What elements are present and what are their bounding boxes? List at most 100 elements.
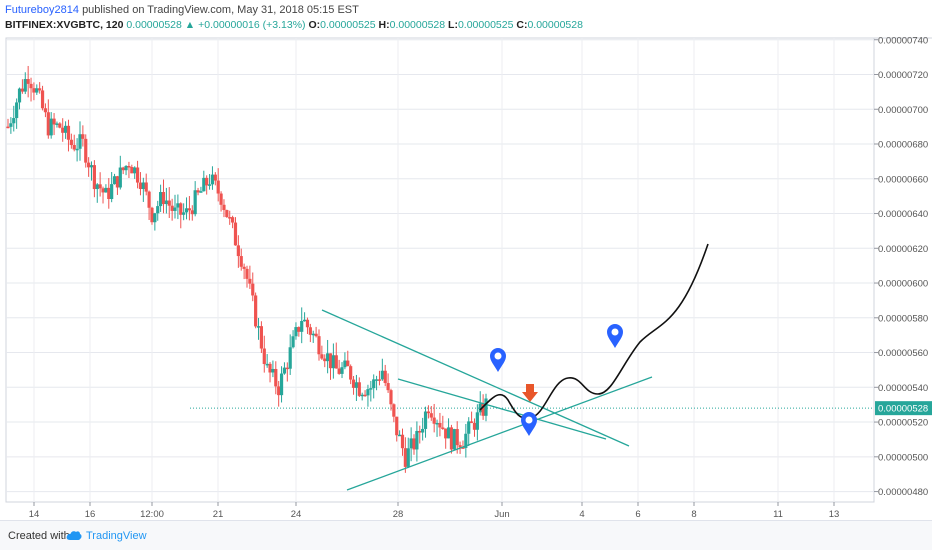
candle-body xyxy=(478,403,482,413)
candle-body xyxy=(101,188,105,193)
candle-body xyxy=(26,79,30,84)
candle-body xyxy=(46,112,50,136)
candle-body xyxy=(95,184,99,190)
x-tick-label: 11 xyxy=(773,509,783,520)
candle-body xyxy=(222,204,226,211)
candle-body xyxy=(294,327,298,337)
change-up-icon: ▲ xyxy=(184,19,196,31)
current-price-label: 0.00000528 xyxy=(878,404,928,415)
candle-body xyxy=(35,88,39,93)
candle-body xyxy=(32,88,36,93)
candle-body xyxy=(256,326,261,328)
x-tick-label: 24 xyxy=(291,509,302,520)
candle-body xyxy=(449,427,454,450)
low-value: 0.00000525 xyxy=(457,19,514,31)
candle-body xyxy=(135,167,140,183)
candle-body xyxy=(323,358,327,362)
candle-body xyxy=(69,139,73,146)
last-price: 0.00000528 xyxy=(126,19,182,31)
candle-body xyxy=(346,360,350,367)
candle-body xyxy=(219,193,223,205)
candle-body xyxy=(199,191,203,193)
candle-body xyxy=(461,447,465,449)
candle-body xyxy=(403,448,407,467)
candle-body xyxy=(190,210,194,215)
y-tick-label: 0.00000580 xyxy=(878,313,928,324)
candle-body xyxy=(317,336,321,355)
location-pin-icon-shape xyxy=(607,324,623,348)
candle-body xyxy=(455,429,459,446)
x-tick-label: 21 xyxy=(213,509,224,520)
candle-body xyxy=(231,217,235,223)
candle-body xyxy=(415,430,419,450)
candle-body xyxy=(176,203,180,208)
candle-body xyxy=(446,427,451,439)
arrow-down-shape xyxy=(522,384,538,402)
candle-body xyxy=(75,148,79,151)
candle-body xyxy=(118,167,122,188)
symbol-label[interactable]: BITFINEX:XVGBTC, 120 xyxy=(5,19,124,31)
candle-body xyxy=(40,90,45,109)
candle-body xyxy=(156,206,160,214)
candle-body xyxy=(110,184,114,200)
ohlc-legend: BITFINEX:XVGBTC, 120 0.00000528 ▲ +0.000… xyxy=(5,19,583,31)
candle-body xyxy=(374,379,379,381)
candle-body xyxy=(314,333,318,337)
x-tick-label: Jun xyxy=(494,509,509,520)
candle-body xyxy=(441,427,445,429)
candle-body xyxy=(133,167,137,174)
candle-body xyxy=(87,162,91,168)
y-tick-label: 0.00000520 xyxy=(878,418,928,429)
candle-body xyxy=(92,165,96,190)
candle-body xyxy=(225,210,229,218)
candle-body xyxy=(328,353,333,369)
x-tick-label: 8 xyxy=(691,509,696,520)
candle-body xyxy=(412,438,416,450)
location-pin-icon xyxy=(607,324,623,348)
candle-body xyxy=(351,379,356,388)
tradingview-logo-icon[interactable] xyxy=(66,529,82,543)
candle-body xyxy=(302,319,307,322)
price-chart[interactable]: 0.00000740 0.00000720 0.00000700 0.00000680… xyxy=(0,36,932,520)
candle-body xyxy=(98,184,102,189)
candle-body xyxy=(193,190,197,215)
location-pin-icon-shape xyxy=(490,348,506,372)
candle-body xyxy=(210,174,215,185)
candle-body xyxy=(400,434,405,449)
candle-body xyxy=(262,348,266,364)
tradingview-brand[interactable]: TradingView xyxy=(86,530,147,542)
y-tick-label: 0.00000660 xyxy=(878,174,928,185)
y-tick-label: 0.00000500 xyxy=(878,452,928,463)
candle-body xyxy=(464,433,468,448)
candle-body xyxy=(167,200,171,206)
drawings xyxy=(321,243,709,491)
candle-body xyxy=(395,416,399,436)
candle-body xyxy=(380,370,384,380)
chart-area[interactable]: 0.00000740 0.00000720 0.00000700 0.00000680… xyxy=(0,36,932,520)
candle-body xyxy=(124,165,128,171)
candle-body xyxy=(377,379,382,381)
location-pin-icon xyxy=(490,348,506,372)
candle-body xyxy=(357,382,361,396)
candle-body xyxy=(52,118,56,125)
candle-body xyxy=(144,182,148,192)
location-pin-icon-dot xyxy=(525,416,533,424)
y-tick-label: 0.00000740 xyxy=(878,36,928,46)
candle-body xyxy=(398,434,402,437)
candle-body xyxy=(331,355,335,369)
y-tick-label: 0.00000680 xyxy=(878,140,928,151)
candle-body xyxy=(268,363,272,373)
support-trendline xyxy=(346,376,653,491)
candle-body xyxy=(138,182,143,190)
candle-body xyxy=(389,390,393,405)
candle-body xyxy=(228,217,232,219)
candle-body xyxy=(161,192,166,205)
candle-body xyxy=(72,145,76,150)
author-link[interactable]: Futureboy2814 xyxy=(5,4,79,16)
candle-body xyxy=(23,79,27,92)
footer-bar: Created with TradingView xyxy=(0,520,932,550)
current-price-badge xyxy=(875,401,932,416)
candle-body xyxy=(386,383,390,391)
candle-body xyxy=(112,176,117,185)
candle-body xyxy=(184,208,189,213)
